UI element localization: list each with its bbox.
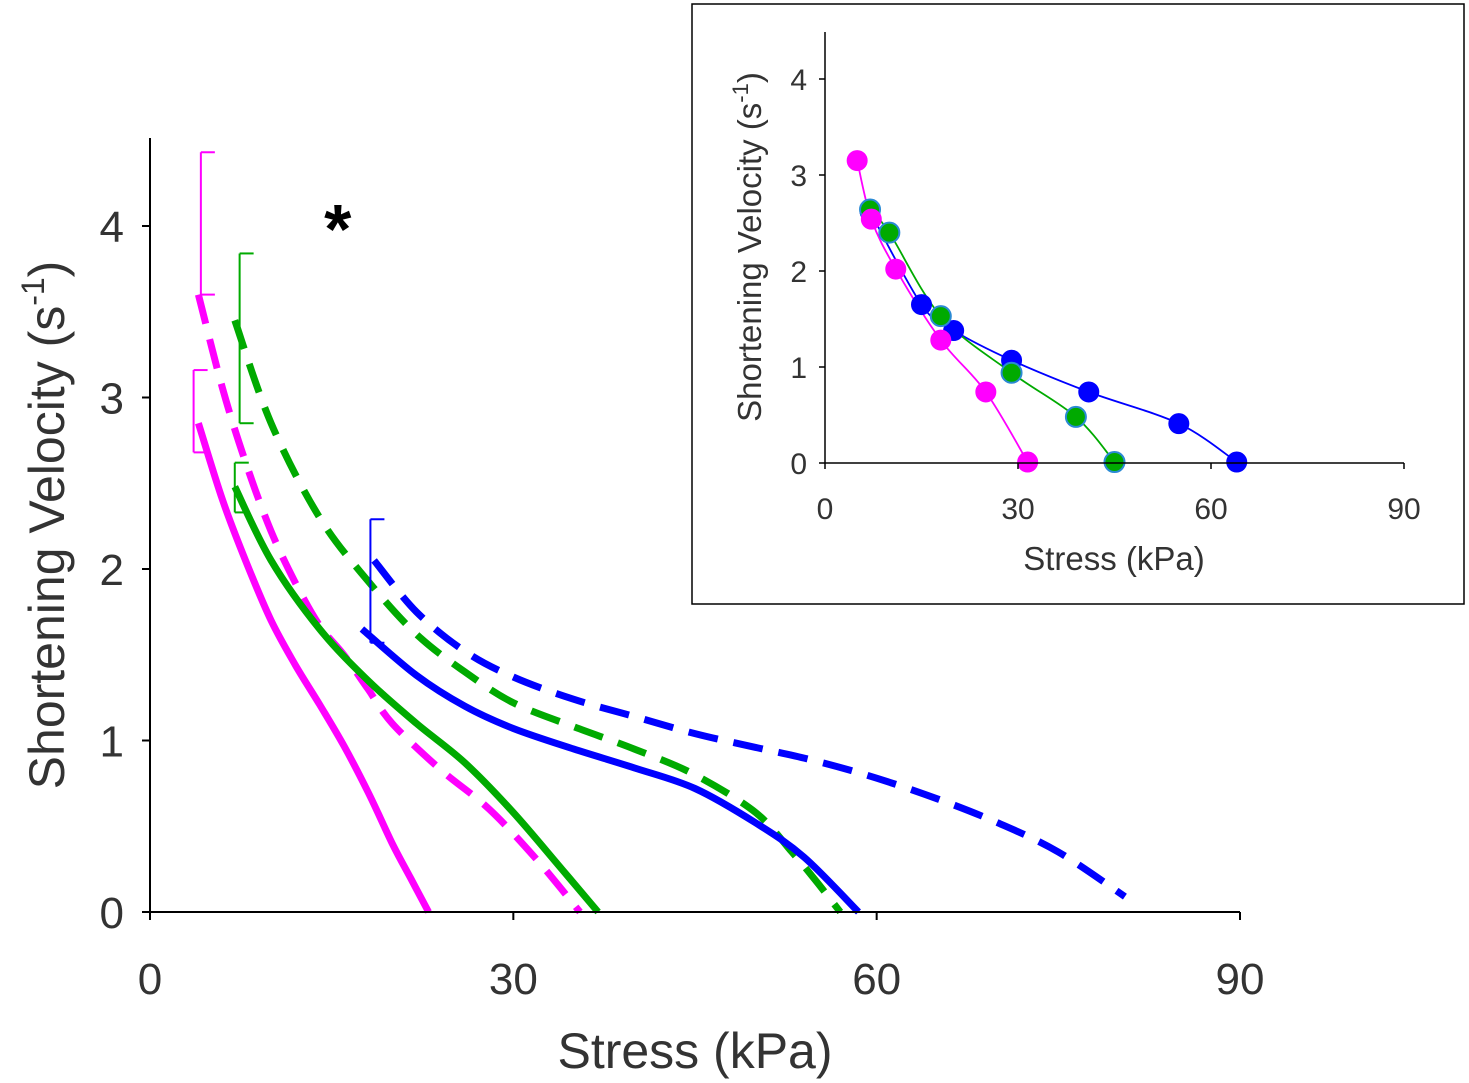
y-tick-label: 2: [790, 256, 807, 289]
x-tick-label: 0: [817, 493, 834, 526]
y-tick-label: 3: [100, 374, 124, 423]
inset-point-blue: [1168, 413, 1190, 435]
inset-y-axis-label: Shortening Velocity (s-1): [728, 72, 768, 422]
inset-x-axis-label: Stress (kPa): [1023, 540, 1205, 577]
y-tick-label: 0: [790, 448, 807, 481]
y-tick-label: 1: [790, 352, 807, 385]
x-tick-label: 0: [138, 955, 162, 1004]
inset-point-green: [1103, 451, 1126, 474]
error-bar: [233, 461, 249, 514]
y-tick-label: 4: [100, 203, 124, 252]
inset-point-magenta: [1017, 451, 1039, 473]
inset-point-blue: [911, 294, 932, 316]
error-bar: [192, 369, 208, 454]
y-tick-label: 2: [100, 546, 124, 595]
main-y-axis-label-close: ): [19, 261, 75, 278]
main-x-axis-label: Stress (kPa): [557, 1023, 832, 1079]
main-y-axis-label: Shortening Velocity (s-1): [15, 261, 75, 790]
x-tick-label: 30: [489, 955, 538, 1004]
inset-y-ticks: 0 1 2 3 4: [790, 64, 825, 481]
inset-point-green: [929, 305, 952, 328]
inset-point-blue: [1226, 451, 1248, 473]
inset-point-blue: [1078, 381, 1100, 403]
y-tick-label: 1: [100, 717, 124, 766]
x-tick-label: 60: [852, 955, 901, 1004]
error-bar: [199, 151, 215, 296]
inset-y-axis-label-sup: -1: [728, 83, 753, 103]
inset-point-magenta: [975, 381, 997, 403]
x-tick-label: 60: [1194, 493, 1227, 526]
significance-asterisk: *: [324, 190, 352, 268]
inset-point-magenta: [846, 150, 868, 172]
main-y-axis-label-text: Shortening Velocity (s: [19, 306, 75, 790]
error-bar: [369, 518, 385, 644]
inset-point-magenta: [860, 208, 882, 230]
x-tick-label: 90: [1216, 955, 1265, 1004]
main-y-ticks: 0 1 2 3 4: [100, 203, 150, 938]
inset-point-green: [878, 221, 901, 244]
inset-point-green: [1064, 405, 1087, 428]
series-line-blue-solid: [359, 626, 861, 915]
main-x-ticks: 0 30 60 90: [138, 912, 1265, 1004]
error-bar: [238, 252, 254, 425]
x-tick-label: 30: [1001, 493, 1034, 526]
series-line-blue-dashed: [371, 558, 1127, 900]
y-tick-label: 3: [790, 160, 807, 193]
inset-point-magenta: [930, 329, 952, 351]
series-line-magenta-solid: [195, 422, 432, 914]
y-tick-label: 4: [790, 64, 807, 97]
inset-point-green: [1000, 361, 1023, 384]
inset-chart: 0 30 60 90 0 1 2 3 4 Stress (kPa) Shortening Ve…: [691, 3, 1465, 605]
inset-x-ticks: 0 30 60 90: [817, 463, 1421, 526]
inset-y-axis-label-text: Shortening Velocity (s: [731, 103, 768, 422]
main-error-bars: [192, 151, 385, 644]
main-series-group: [195, 293, 1127, 915]
inset-frame: [691, 3, 1465, 605]
x-tick-label: 90: [1387, 493, 1420, 526]
y-tick-label: 0: [100, 889, 124, 938]
series-line-green-solid: [231, 485, 601, 915]
main-y-axis-label-sup: -1: [15, 277, 51, 305]
inset-point-magenta: [885, 258, 907, 280]
inset-y-axis-label-close: ): [731, 72, 768, 83]
inset-series-group: [846, 150, 1248, 474]
